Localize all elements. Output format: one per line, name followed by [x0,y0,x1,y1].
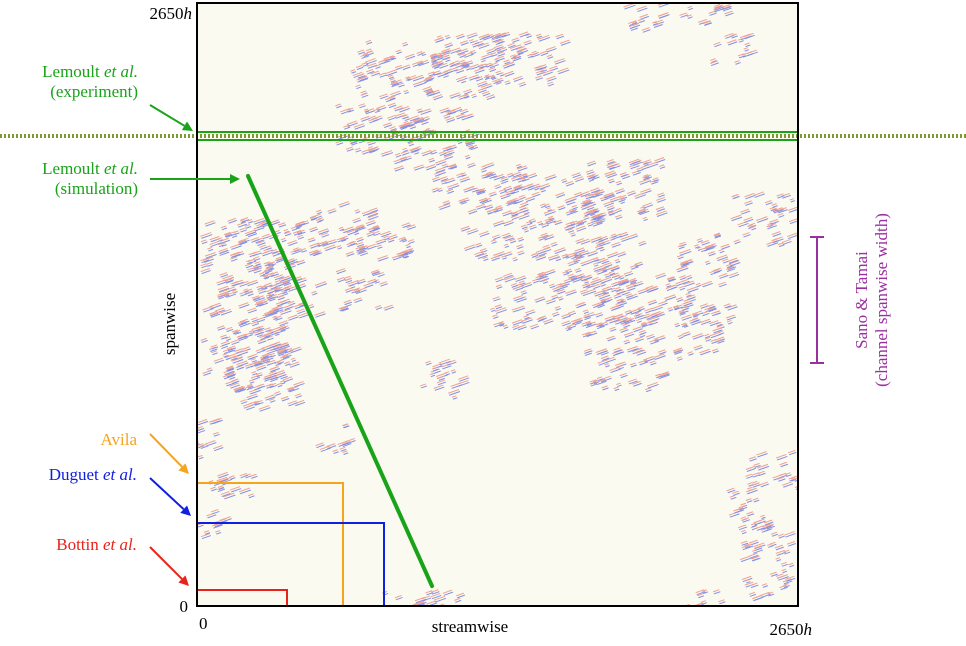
lemoult-experiment-arrow [149,104,193,131]
x-max-label: 2650h [720,620,813,640]
lemoult-sim-etal: et al. [104,159,138,178]
y-axis-title: spanwise [160,292,179,356]
lemoult-simulation-arrow [150,174,240,184]
avila-label: Avila [100,430,137,449]
y-min-label: 0 [179,597,189,616]
duguet-label: Duguet et al. [0,465,137,485]
bottin-label: Bottin et al. [0,535,137,555]
lemoult-simulation-line [246,174,434,588]
avila-arrow [149,433,189,474]
turbulent-stripes [197,3,798,606]
sano-line2: (channel spanwise width) [872,213,891,387]
lemoult-simulation-label: Lemoult et al. (simulation) [0,159,138,199]
duguet-name: Duguet [48,465,103,484]
y-max-number: 2650 [149,4,184,23]
simulation-domain [197,3,798,606]
y-max-unit: h [183,4,193,23]
x-axis-title: streamwise [431,617,509,636]
lemoult-exp-etal: et al. [104,62,138,81]
duguet-arrow [149,477,191,516]
domain-frame [196,2,799,607]
sano-tamai-bracket [810,236,824,364]
bottin-etal: et al. [103,535,137,554]
lemoult-exp-note: (experiment) [50,82,138,101]
lemoult-sim-name: Lemoult [42,159,104,178]
sano-tamai-label: Sano & Tamai (channel spanwise width) [852,180,892,420]
lemoult-sim-note: (simulation) [54,179,138,198]
bottin-arrow [149,546,189,586]
y-max-label: 2650h [96,4,193,24]
x-max-number: 2650 [769,620,804,639]
x-min-label: 0 [199,614,208,633]
lemoult-experiment-label: Lemoult et al. (experiment) [0,62,138,102]
sano-line1: Sano & Tamai [852,251,871,349]
duguet-etal: et al. [103,465,137,484]
bottin-name: Bottin [56,535,103,554]
x-max-unit: h [803,620,813,639]
lemoult-exp-name: Lemoult [42,62,104,81]
